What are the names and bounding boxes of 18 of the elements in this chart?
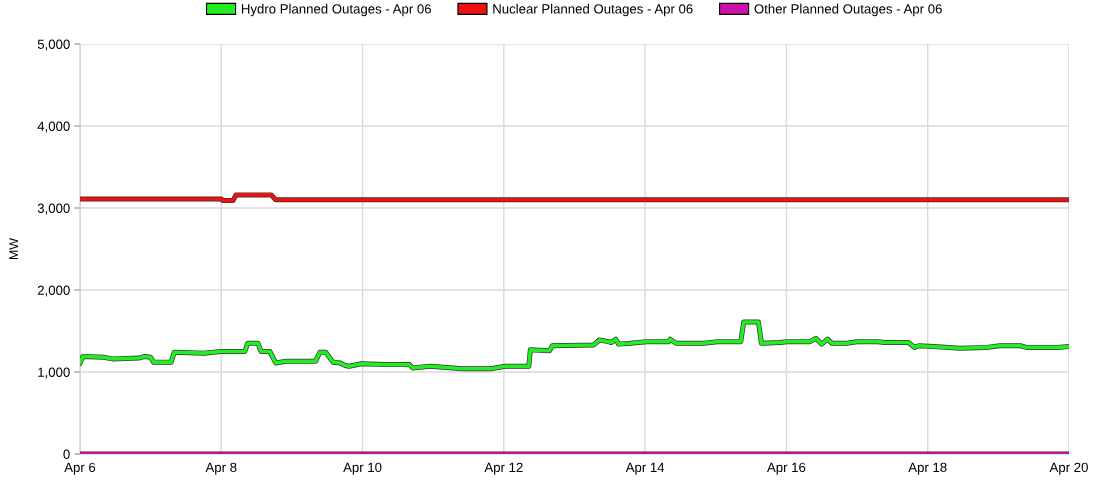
y-axis-title: MW [9, 237, 18, 260]
y-tick-label: 0 [63, 449, 70, 459]
x-tick-label: Apr 18 [908, 462, 947, 475]
x-tick-label: Apr 6 [64, 462, 96, 475]
x-tick-label: Apr 12 [484, 462, 523, 475]
y-tick-label: 2,000 [37, 285, 70, 297]
x-tick-label: Apr 10 [343, 462, 382, 475]
y-tick-label: 4,000 [37, 121, 70, 133]
legend-label: Hydro Planned Outages - Apr 06 [241, 3, 431, 17]
x-tick-label: Apr 20 [1049, 462, 1088, 475]
y-tick-label: 3,000 [37, 203, 70, 215]
legend-label: Other Planned Outages - Apr 06 [754, 3, 942, 17]
x-tick-label: Apr 16 [767, 462, 806, 475]
legend-label: Nuclear Planned Outages - Apr 06 [493, 3, 693, 17]
x-tick-label: Apr 8 [205, 462, 237, 475]
y-tick-label: 5,000 [37, 39, 70, 51]
x-tick-label: Apr 14 [625, 462, 665, 475]
y-tick-label: 1,000 [38, 367, 70, 379]
